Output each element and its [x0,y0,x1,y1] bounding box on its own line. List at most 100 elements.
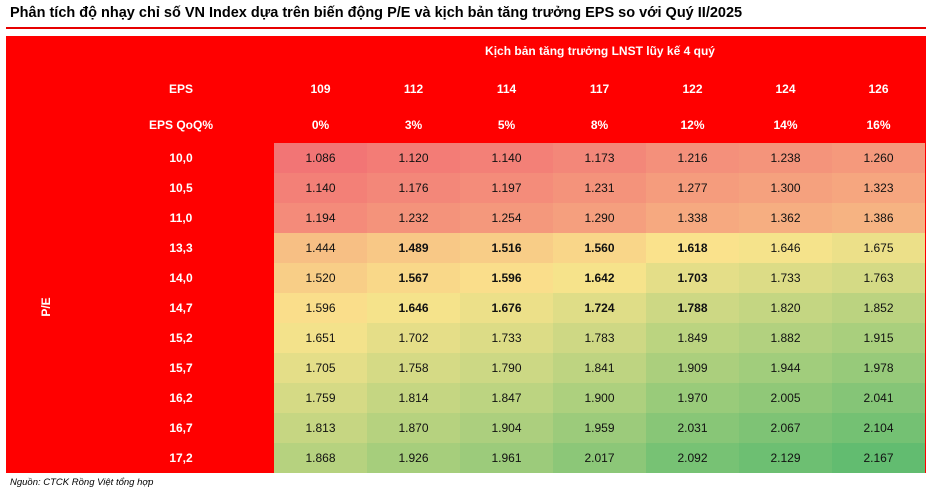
eps-value: 109 [310,82,331,96]
index-value-cell: 1.173 [553,143,646,173]
eps-qoq-value: 16% [866,118,891,132]
index-value-cell: 1.642 [553,263,646,293]
table-row: 15,2 1.651 1.702 1.733 1.783 1.849 1.882 1.915 [6,323,926,353]
table-row: 13,3 1.444 1.489 1.516 1.560 1.618 1.646 1.675 [6,233,926,263]
eps-value: 114 [496,82,517,96]
index-value-cell: 1.675 [832,233,925,263]
index-value-cell: 1.646 [367,293,460,323]
index-value-cell: 1.849 [646,323,739,353]
index-value-cell: 1.140 [460,143,553,173]
eps-qoq-header-row: EPS QoQ% 0% 3% 5% 8% 12% 14% 16% [6,110,926,140]
index-value-cell: 1.909 [646,353,739,383]
index-value-cell: 1.904 [460,413,553,443]
index-value-cell: 2.092 [646,443,739,473]
eps-value: 122 [682,82,703,96]
index-value-cell: 1.970 [646,383,739,413]
index-value-cell: 2.041 [832,383,925,413]
pe-value: 15,2 [169,331,193,345]
pe-value: 14,7 [169,301,193,315]
table-row: 17,2 1.868 1.926 1.961 2.017 2.092 2.129 2.167 [6,443,926,473]
eps-qoq-label: EPS QoQ% [148,118,213,132]
table-row: 11,0 1.194 1.232 1.254 1.290 1.338 1.362 1.386 [6,203,926,233]
table-row: 15,7 1.705 1.758 1.790 1.841 1.909 1.944 1.978 [6,353,926,383]
index-value-cell: 1.596 [460,263,553,293]
eps-qoq-value: 0% [311,118,330,132]
index-value-cell: 1.176 [367,173,460,203]
index-value-cell: 1.703 [646,263,739,293]
eps-value: 126 [868,82,889,96]
index-value-cell: 1.140 [274,173,367,203]
eps-header-row: EPS 109 112 114 117 122 124 126 [6,74,926,104]
index-value-cell: 1.733 [460,323,553,353]
eps-value: 124 [775,82,796,96]
sensitivity-table: Kịch bản tăng trưởng LNST lũy kế 4 quý P… [6,36,926,473]
eps-value: 117 [589,82,610,96]
table-row: 16,2 1.759 1.814 1.847 1.900 1.970 2.005 2.041 [6,383,926,413]
index-value-cell: 1.959 [553,413,646,443]
index-value-cell: 1.567 [367,263,460,293]
index-value-cell: 2.104 [832,413,925,443]
pe-value: 14,0 [169,271,193,285]
index-value-cell: 1.870 [367,413,460,443]
index-value-cell: 1.120 [367,143,460,173]
index-value-cell: 1.231 [553,173,646,203]
pe-value: 16,7 [169,421,193,435]
eps-qoq-value: 3% [404,118,423,132]
index-value-cell: 1.790 [460,353,553,383]
index-value-cell: 1.926 [367,443,460,473]
index-value-cell: 1.868 [274,443,367,473]
index-value-cell: 2.005 [739,383,832,413]
index-value-cell: 1.651 [274,323,367,353]
index-value-cell: 1.733 [739,263,832,293]
eps-qoq-value: 14% [773,118,798,132]
index-value-cell: 1.520 [274,263,367,293]
index-value-cell: 1.814 [367,383,460,413]
table-row: 14,7 1.596 1.646 1.676 1.724 1.788 1.820 1.852 [6,293,926,323]
scenario-super-header: Kịch bản tăng trưởng LNST lũy kế 4 quý [485,44,715,58]
index-value-cell: 1.290 [553,203,646,233]
index-value-cell: 2.129 [739,443,832,473]
index-value-cell: 1.676 [460,293,553,323]
index-value-cell: 1.232 [367,203,460,233]
eps-qoq-value: 8% [590,118,609,132]
pe-value: 17,2 [169,451,193,465]
index-value-cell: 1.702 [367,323,460,353]
index-value-cell: 2.031 [646,413,739,443]
index-value-cell: 1.260 [832,143,925,173]
index-value-cell: 1.961 [460,443,553,473]
pe-value: 10,0 [169,151,193,165]
index-value-cell: 2.067 [739,413,832,443]
index-value-cell: 1.618 [646,233,739,263]
pe-value: 11,0 [169,211,193,225]
index-value-cell: 1.788 [646,293,739,323]
table-row: 10,0 1.086 1.120 1.140 1.173 1.216 1.238 1.260 [6,143,926,173]
eps-label: EPS [168,82,193,96]
pe-value: 16,2 [169,391,193,405]
pe-value: 15,7 [169,361,193,375]
eps-qoq-value: 12% [680,118,705,132]
index-value-cell: 1.444 [274,233,367,263]
index-value-cell: 1.758 [367,353,460,383]
index-value-cell: 1.915 [832,323,925,353]
index-value-cell: 1.362 [739,203,832,233]
index-value-cell: 1.852 [832,293,925,323]
title-rule [6,27,926,29]
pe-value: 10,5 [169,181,193,195]
index-value-cell: 1.277 [646,173,739,203]
index-value-cell: 2.167 [832,443,925,473]
index-value-cell: 1.900 [553,383,646,413]
index-value-cell: 1.882 [739,323,832,353]
index-value-cell: 1.763 [832,263,925,293]
index-value-cell: 1.194 [274,203,367,233]
table-row: 16,7 1.813 1.870 1.904 1.959 2.031 2.067 2.104 [6,413,926,443]
index-value-cell: 1.705 [274,353,367,383]
index-value-cell: 1.813 [274,413,367,443]
table-row: 14,0 1.520 1.567 1.596 1.642 1.703 1.733 1.763 [6,263,926,293]
index-value-cell: 1.759 [274,383,367,413]
index-value-cell: 1.323 [832,173,925,203]
index-value-cell: 1.489 [367,233,460,263]
index-value-cell: 2.017 [553,443,646,473]
index-value-cell: 1.646 [739,233,832,263]
index-value-cell: 1.841 [553,353,646,383]
index-value-cell: 1.847 [460,383,553,413]
